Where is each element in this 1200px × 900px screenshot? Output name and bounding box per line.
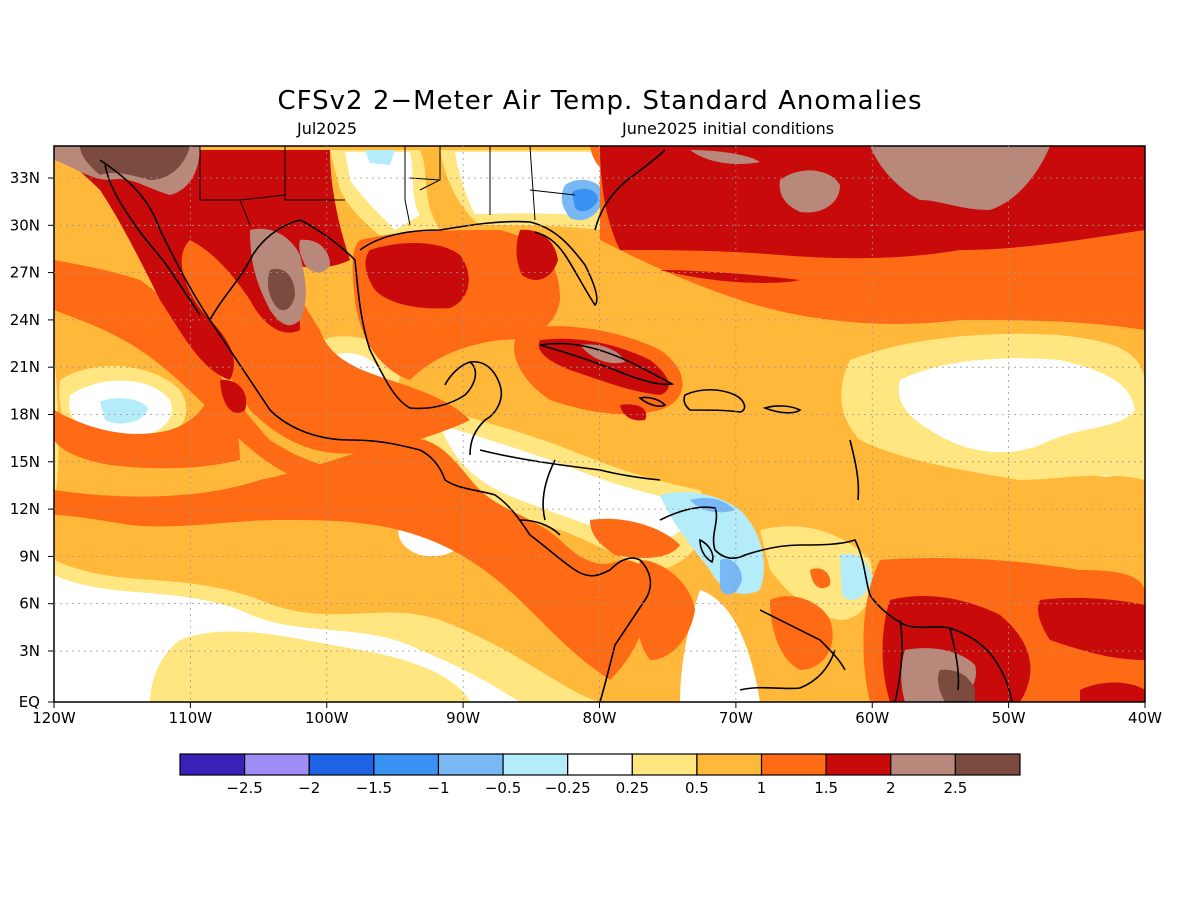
colorbar-swatch [567,753,633,776]
colorbar-swatch [760,753,827,776]
graticule [54,146,1145,702]
latitude-labels: 33N 30N 27N 24N 21N 18N 15N 12N 9N 6N 3N EQ [10,169,40,711]
latitude-label: 33N [10,169,40,187]
colorbar-swatch [437,753,504,776]
colorbar-swatch [308,753,375,776]
colorbar-swatch [244,753,310,776]
latitude-label: 18N [10,406,40,424]
colorbar-label: −1 [427,779,449,797]
init-conditions-label: June2025 initial conditions [622,119,835,138]
latitude-label: 24N [10,311,40,329]
colorbar-label: −2.5 [226,779,262,797]
colorbar-swatch [179,753,246,776]
latitude-label: 27N [10,264,40,282]
latitude-label: 12N [10,500,40,518]
anomaly-field [54,146,1145,702]
political-boundaries [199,146,576,226]
colorbar-swatch [890,753,956,776]
colorbar-label: −0.25 [545,779,591,797]
longitude-labels: 120W 110W 100W 90W 80W 70W 60W 50W 40W [32,709,1162,727]
colorbar-label: −0.5 [485,779,521,797]
colorbar-label: 1.5 [814,779,838,797]
colorbar-label: −2 [298,779,320,797]
colorbar-swatch [631,753,698,776]
colorbar-swatch [954,753,1021,776]
map-title: CFSv2 2−Meter Air Temp. Standard Anomali… [277,86,923,116]
colorbar-label: 0.5 [685,779,709,797]
longitude-label: 70W [719,709,753,727]
latitude-label: 9N [19,547,40,565]
latitude-label: 30N [10,216,40,234]
longitude-label: 50W [992,709,1026,727]
longitude-label: 100W [305,709,349,727]
valid-month-label: Jul2025 [297,119,358,138]
colorbar-label: 2 [886,779,896,797]
latitude-label: 6N [19,595,40,613]
axis-ticks [48,177,1146,708]
longitude-label: 40W [1128,709,1162,727]
colorbar-label: 1 [757,779,767,797]
longitude-label: 120W [32,709,76,727]
longitude-label: 90W [446,709,480,727]
colorbar-label: 0.25 [616,779,649,797]
longitude-label: 110W [169,709,213,727]
latitude-label: 21N [10,358,40,376]
colorbar-label: −1.5 [356,779,392,797]
longitude-label: 80W [583,709,617,727]
latitude-label: 3N [19,642,40,660]
colorbar-swatch [502,753,569,776]
longitude-label: 60W [855,709,889,727]
colorbar: −2.5 −2 −1.5 −1 −0.5 −0.25 0.25 0.5 1 1.5 2 2.5 [179,753,1021,797]
colorbar-label: 2.5 [943,779,967,797]
colorbar-swatch [696,753,763,776]
colorbar-swatch [825,753,892,776]
colorbar-swatch [373,753,440,776]
latitude-label: EQ [19,693,40,711]
latitude-label: 15N [10,453,40,471]
